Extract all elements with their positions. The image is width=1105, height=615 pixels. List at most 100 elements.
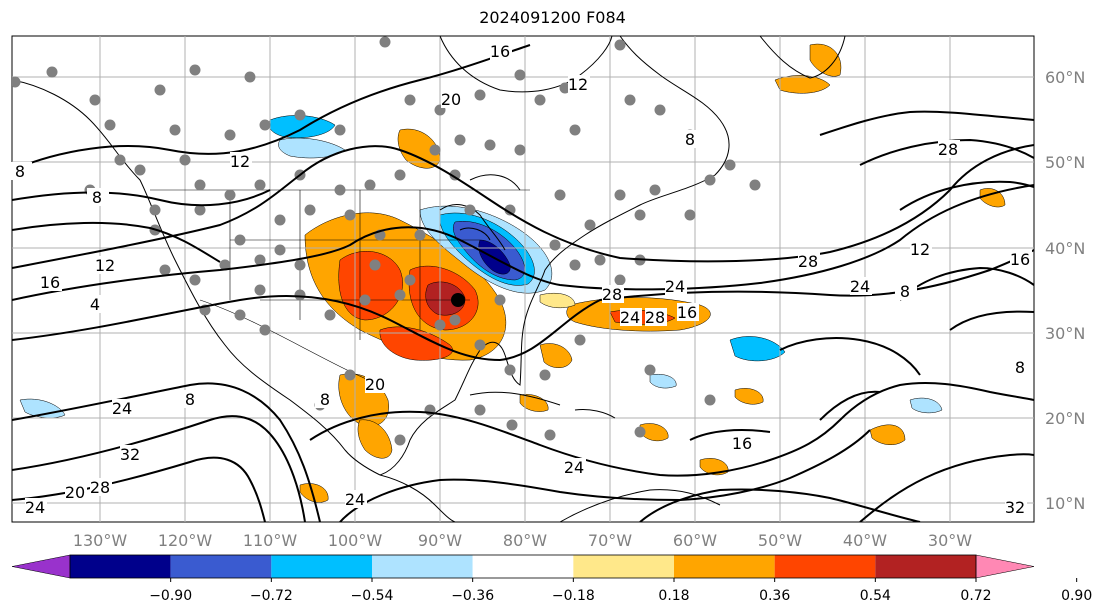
shaded-area-light_blue <box>909 397 943 414</box>
contour-label-bg <box>87 188 109 206</box>
contour-label-bg <box>180 390 202 408</box>
colorbar-segment <box>70 555 171 578</box>
colorbar-extend-low <box>11 554 71 579</box>
contour-label-bg <box>910 240 932 258</box>
contour-label: 8 <box>1015 358 1025 377</box>
contour-label: 28 <box>90 478 110 497</box>
shaded-area-light_blue <box>278 137 346 159</box>
contour-label-bg <box>1010 250 1032 268</box>
station-dot <box>259 324 271 336</box>
station-dot <box>104 119 116 131</box>
contour-label: 16 <box>732 434 752 453</box>
contour-label: 28 <box>602 285 622 304</box>
station-dot <box>464 204 476 216</box>
contour-label: 16 <box>677 303 697 322</box>
shaded-area-light_blue <box>649 374 677 389</box>
station-dot <box>624 94 636 106</box>
station-dot <box>449 314 461 326</box>
colorbar-tick-label: −0.54 <box>351 588 394 604</box>
station-dot <box>549 239 561 251</box>
contour-label: 16 <box>490 42 510 61</box>
station-dot <box>344 369 356 381</box>
contour-label-bg <box>895 282 917 300</box>
contour-label: 24 <box>564 458 584 477</box>
station-dot <box>379 36 391 48</box>
station-dot <box>244 71 256 83</box>
shaded-area-orange <box>734 388 764 405</box>
contour-label-bg <box>850 277 872 295</box>
longitude-label: 40°W <box>843 531 887 550</box>
latitude-label: 40°N <box>1045 239 1085 258</box>
station-dot <box>219 259 231 271</box>
contour-label: 24 <box>850 277 870 296</box>
contour-label-bg <box>85 295 107 313</box>
shaded-area-deep_sky_blue <box>729 336 786 362</box>
station-dot <box>169 124 181 136</box>
station-dot <box>614 189 626 201</box>
contour-label: 8 <box>185 390 195 409</box>
station-dot <box>254 284 266 296</box>
station-dot <box>259 119 271 131</box>
contour-label: 8 <box>15 162 25 181</box>
longitude-label: 100°W <box>328 531 383 550</box>
contour-label: 20 <box>441 90 461 109</box>
station-dot <box>179 154 191 166</box>
station-dot <box>254 179 266 191</box>
station-dot <box>644 364 656 376</box>
station-dot <box>429 144 441 156</box>
station-dot <box>454 134 466 146</box>
station-dot <box>649 184 661 196</box>
station-dot <box>474 404 486 416</box>
colorbar-segment <box>774 555 876 578</box>
station-dot <box>234 234 246 246</box>
contour-label: 24 <box>665 277 685 296</box>
colorbar-segment <box>674 555 775 578</box>
station-dot <box>514 144 526 156</box>
station-dot <box>506 419 518 431</box>
longitude-label: 110°W <box>243 531 298 550</box>
station-dot <box>114 154 126 166</box>
contour-label-bg <box>1010 358 1032 376</box>
longitude-label: 120°W <box>158 531 213 550</box>
station-dot <box>294 109 306 121</box>
station-dot <box>574 334 586 346</box>
contour-label-bg <box>230 152 252 170</box>
shaded-area-dark_red <box>425 281 466 316</box>
colorbar-tick-label: −0.18 <box>552 588 595 604</box>
station-dot <box>404 274 416 286</box>
longitude-label: 60°W <box>673 531 717 550</box>
station-dot <box>494 294 506 306</box>
latitude-label: 60°N <box>1045 68 1085 87</box>
colorbar-segment <box>170 555 272 578</box>
station-dot <box>89 94 101 106</box>
station-dot <box>46 66 58 78</box>
map-title: 2024091200 F084 <box>479 8 626 27</box>
contour-label-bg <box>938 140 960 158</box>
station-dot <box>504 204 516 216</box>
station-dot <box>504 364 516 376</box>
colorbar-tick-label: −0.90 <box>149 588 192 604</box>
station-dot <box>234 309 246 321</box>
station-dot <box>324 309 336 321</box>
station-dot <box>704 174 716 186</box>
station-dot <box>394 289 406 301</box>
station-dot <box>434 319 446 331</box>
colorbar-tick-label: 0.90 <box>1061 588 1092 604</box>
contour-label-bg <box>680 130 702 148</box>
station-dot <box>189 64 201 76</box>
station-dot <box>559 82 571 94</box>
station-dot <box>364 179 376 191</box>
station-dot <box>554 189 566 201</box>
station-dot <box>544 429 556 441</box>
station-dot <box>634 209 646 221</box>
contour-label-bg <box>10 162 32 180</box>
station-dot <box>134 164 146 176</box>
contour-label-bg <box>564 458 586 476</box>
colorbar-segment <box>573 555 674 578</box>
colorbar-tick-label: 0.72 <box>960 588 991 604</box>
shaded-area-orange <box>539 343 573 368</box>
station-dot <box>394 434 406 446</box>
station-dot <box>704 394 716 406</box>
colorbar-segment <box>875 555 976 578</box>
contour-label: 24 <box>345 490 365 509</box>
